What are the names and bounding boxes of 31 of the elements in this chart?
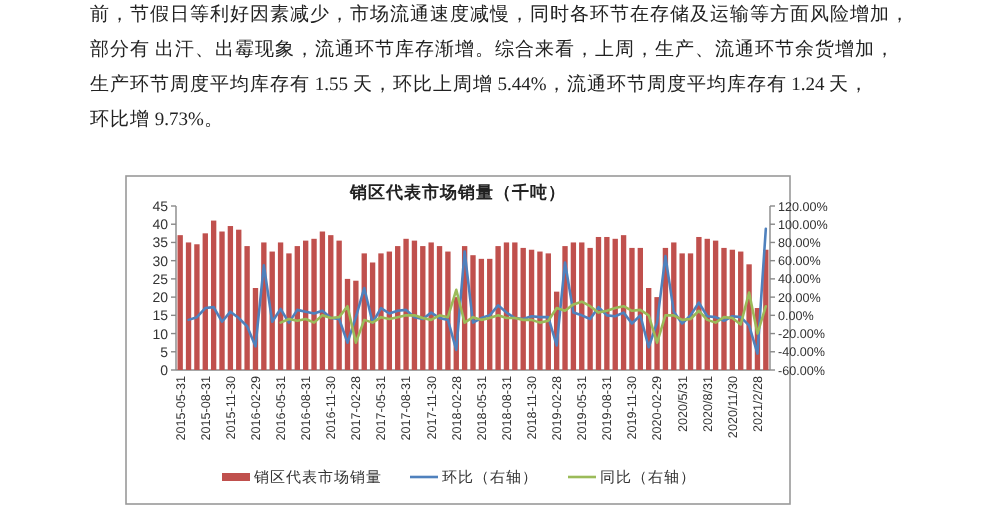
bar bbox=[227, 226, 234, 370]
bar bbox=[311, 238, 317, 370]
bar bbox=[520, 247, 526, 370]
bar bbox=[185, 242, 192, 370]
bar bbox=[512, 242, 518, 370]
text: 前，节假日等利好因素减少，市场流通速度减慢，同时各环节在存储及运输等方面风险增加， bbox=[90, 2, 910, 26]
bar bbox=[478, 258, 485, 370]
bar bbox=[696, 236, 702, 370]
bar bbox=[411, 240, 418, 370]
bar bbox=[420, 246, 426, 370]
text: 环比增 9.73%。 bbox=[90, 107, 224, 131]
bar bbox=[612, 238, 618, 370]
bar bbox=[428, 242, 434, 370]
bar bbox=[604, 236, 610, 370]
line-series bbox=[279, 288, 768, 344]
text: 部分有 出汗、出霉现象，流通环节库存渐增。综合来看，上周，生产、流通环节余货增加， bbox=[90, 37, 895, 61]
bar bbox=[177, 235, 183, 370]
bar bbox=[721, 247, 727, 370]
bar bbox=[495, 246, 501, 370]
bar bbox=[436, 246, 443, 370]
bar bbox=[336, 240, 342, 370]
bar bbox=[328, 235, 334, 370]
bar bbox=[579, 242, 585, 370]
line-series bbox=[187, 227, 768, 355]
bar bbox=[236, 229, 242, 370]
bar bbox=[403, 238, 409, 370]
bar bbox=[210, 220, 217, 370]
bar bbox=[537, 251, 543, 370]
text: 生产环节周度平均库存有 1.55 天，环比上周增 5.44%，流通环节周度平均库存有 1.24 天， bbox=[90, 72, 870, 96]
bar bbox=[378, 253, 384, 370]
chart-title: 销区代表市场销量（千吨） bbox=[348, 182, 566, 202]
